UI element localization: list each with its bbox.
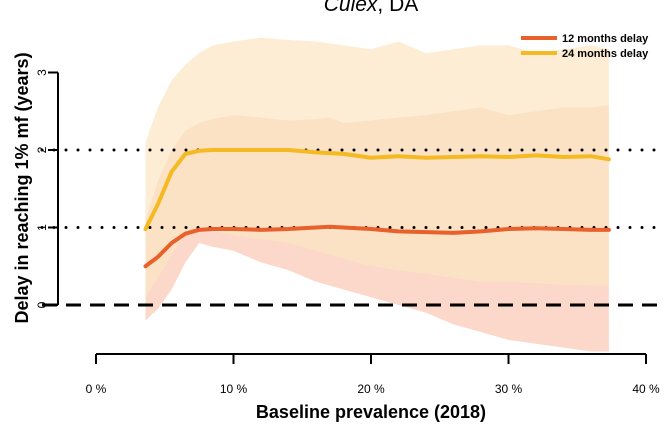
x-tick-label-10: 10 % bbox=[220, 382, 248, 396]
y-tick-label-2: 2 bbox=[35, 146, 49, 153]
chart-title: Culex, DA bbox=[324, 0, 419, 16]
series-line-2 bbox=[143, 148, 611, 232]
legend-label-1: 12 months delay bbox=[562, 33, 649, 45]
x-axis-label: Baseline prevalence (2018) bbox=[256, 402, 486, 422]
y-tick-label-3: 3 bbox=[35, 69, 49, 76]
y-axis-label: Delay in reaching 1% mf (years) bbox=[12, 52, 32, 323]
x-tick-label-30: 30 % bbox=[495, 382, 523, 396]
legend: 12 months delay 24 months delay bbox=[521, 33, 649, 60]
series-lines bbox=[143, 148, 611, 269]
y-axis: 0 1 2 3 bbox=[35, 69, 59, 308]
chart-title-rest: , DA bbox=[377, 0, 418, 16]
legend-label-2: 24 months delay bbox=[562, 48, 649, 60]
x-tick-label-20: 20 % bbox=[357, 382, 385, 396]
chart-title-italic: Culex bbox=[324, 0, 379, 16]
x-tick-label-40: 40 % bbox=[632, 382, 660, 396]
x-tick-label-0: 0 % bbox=[86, 382, 107, 396]
y-tick-label-0: 0 bbox=[35, 301, 49, 308]
y-tick-label-1: 1 bbox=[35, 224, 49, 231]
x-axis: 0 % 10 % 20 % 30 % 40 % bbox=[86, 353, 660, 396]
band-series-2 bbox=[145, 37, 609, 298]
series-line-1 bbox=[143, 224, 611, 269]
